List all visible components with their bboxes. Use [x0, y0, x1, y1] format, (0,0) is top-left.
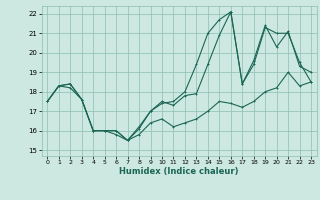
- X-axis label: Humidex (Indice chaleur): Humidex (Indice chaleur): [119, 167, 239, 176]
